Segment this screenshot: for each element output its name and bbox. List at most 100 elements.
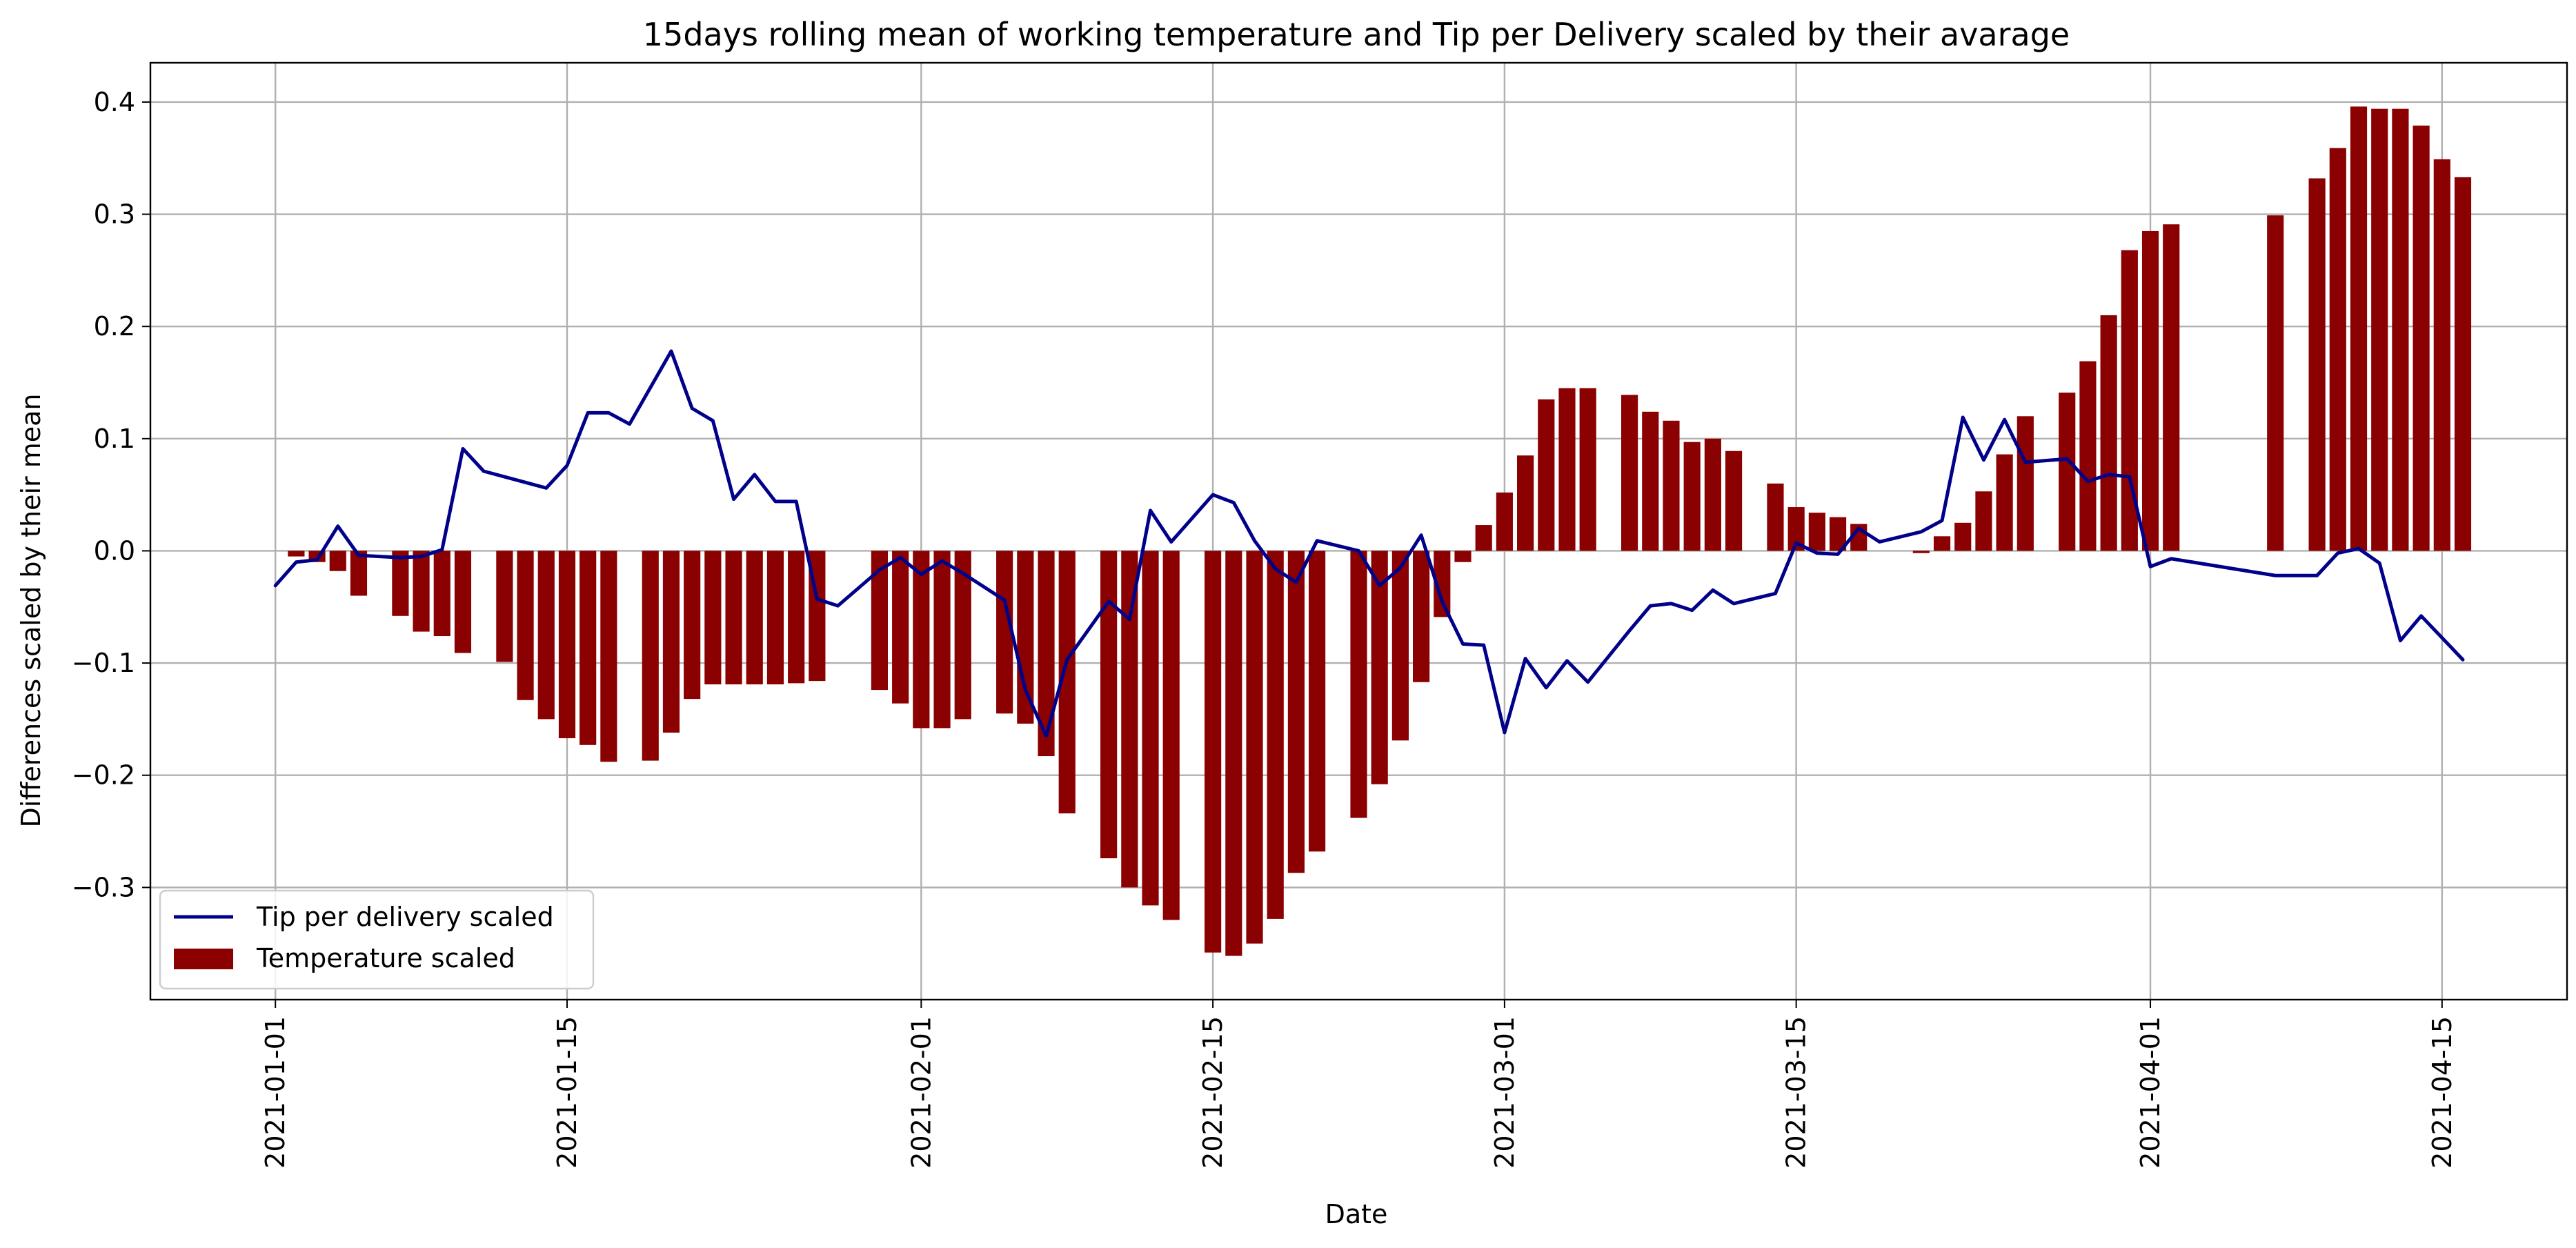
- temperature-bar: [2412, 126, 2430, 551]
- x-tick-label: 2021-04-15: [2427, 1016, 2457, 1169]
- temperature-bar: [1496, 492, 1513, 551]
- x-tick-label: 2021-02-01: [906, 1016, 936, 1169]
- temperature-bar: [1579, 388, 1596, 551]
- temperature-bar: [2329, 148, 2346, 551]
- temperature-bar: [2141, 230, 2159, 551]
- legend: Tip per delivery scaled Temperature scal…: [159, 889, 595, 990]
- temperature-bar: [600, 551, 617, 762]
- y-tick-label: 0.1: [94, 424, 135, 454]
- temperature-bar: [1725, 450, 1743, 551]
- temperature-bar: [1413, 551, 1430, 682]
- temperature-bar: [1975, 491, 1992, 551]
- temperature-bar: [766, 551, 784, 684]
- temperature-bars: [288, 106, 2472, 956]
- temperature-bar: [1642, 411, 1659, 551]
- temperature-bar: [1225, 551, 1242, 956]
- y-tick-label: 0.0: [94, 535, 135, 566]
- temperature-bar: [1121, 551, 1138, 888]
- temperature-bar: [788, 551, 805, 684]
- temperature-bar: [579, 551, 597, 745]
- tip-line: [273, 349, 2465, 738]
- temperature-bar: [1517, 455, 1534, 551]
- temperature-bar: [1808, 513, 1825, 551]
- temperature-bar: [1267, 551, 1284, 919]
- temperature-bar: [329, 551, 346, 571]
- temperature-bar: [2059, 393, 2076, 551]
- temperature-bar: [454, 551, 472, 653]
- x-tick-label: 2021-02-15: [1198, 1016, 1228, 1169]
- temperature-bar: [288, 551, 305, 557]
- temperature-bar: [1912, 551, 1930, 553]
- axes: 2021-01-01 2021-01-15 2021-02-01 2021-02-15…: [72, 87, 2457, 1169]
- temperature-bar: [1350, 551, 1367, 818]
- temperature-bar: [1246, 551, 1263, 944]
- tip-per-delivery-line: [273, 349, 2465, 738]
- temperature-bar: [933, 551, 951, 729]
- plot-frame: [149, 61, 2568, 1001]
- temperature-bar: [2392, 108, 2409, 551]
- temperature-bar: [1663, 420, 1680, 551]
- temperature-bar: [684, 551, 701, 700]
- temperature-bar: [642, 551, 659, 761]
- temperature-bar: [1142, 551, 1159, 906]
- x-tick-label: 2021-04-01: [2135, 1016, 2166, 1169]
- temperature-bar: [1454, 551, 1472, 562]
- x-axis-label: Date: [1325, 1199, 1388, 1229]
- temperature-bar: [517, 551, 534, 700]
- temperature-bar: [1309, 551, 1326, 852]
- y-tick-label: −0.1: [72, 648, 135, 678]
- y-tick-label: 0.2: [94, 311, 135, 341]
- temperature-bar: [2433, 159, 2450, 551]
- y-tick-label: −0.3: [72, 872, 135, 902]
- y-tick-label: −0.2: [72, 760, 135, 791]
- temperature-bar: [2308, 178, 2326, 551]
- temperature-bar: [2163, 224, 2180, 551]
- temperature-bar: [1767, 483, 1784, 551]
- temperature-bar: [1621, 395, 1638, 551]
- x-tick-label: 2021-01-01: [260, 1016, 290, 1169]
- temperature-bar: [913, 551, 930, 729]
- temperature-bar: [350, 551, 368, 596]
- temperature-bar: [537, 551, 555, 720]
- temperature-bar: [2017, 416, 2034, 551]
- temperature-bar: [1162, 551, 1180, 920]
- temperature-bar: [1371, 551, 1388, 784]
- temperature-bar: [2350, 106, 2368, 551]
- temperature-bar: [496, 551, 513, 662]
- chart-title: 15days rolling mean of working temperatu…: [643, 16, 2070, 53]
- temperature-bar: [1996, 454, 2013, 551]
- temperature-bar: [1683, 442, 1701, 551]
- temperature-bar: [662, 551, 680, 733]
- temperature-bar: [725, 551, 742, 684]
- temperature-bar: [558, 551, 576, 739]
- y-tick-label: 0.4: [94, 87, 135, 117]
- x-tick-label: 2021-03-01: [1489, 1016, 1520, 1169]
- temperature-bar: [1475, 525, 1492, 551]
- legend-box: [159, 889, 595, 990]
- temperature-bar: [392, 551, 409, 616]
- x-tick-label: 2021-03-15: [1781, 1016, 1812, 1169]
- temperature-bar: [892, 551, 909, 704]
- temperature-bar: [1933, 536, 1951, 551]
- temperature-bar: [1205, 551, 1222, 953]
- temperature-bar: [1017, 551, 1034, 724]
- temperature-bar: [1287, 551, 1305, 873]
- temperature-bar: [1538, 399, 1555, 551]
- temperature-bar: [2454, 177, 2472, 551]
- temperature-bar: [2371, 108, 2388, 551]
- temperature-bar: [2079, 361, 2097, 551]
- temperature-bar: [704, 551, 722, 684]
- legend-bar-swatch: [174, 949, 233, 969]
- temperature-bar: [1704, 438, 1721, 551]
- temperature-bar: [2100, 315, 2117, 551]
- y-axis-label: Differences scaled by their mean: [16, 394, 46, 828]
- legend-label-tip: Tip per delivery scaled: [256, 902, 554, 932]
- temperature-bar: [746, 551, 763, 684]
- temperature-bar: [996, 551, 1013, 714]
- legend-label-temperature: Temperature scaled: [256, 943, 515, 973]
- temperature-bar: [413, 551, 430, 632]
- y-tick-label: 0.3: [94, 199, 135, 230]
- temperature-bar: [2267, 215, 2284, 551]
- temperature-bar: [433, 551, 450, 637]
